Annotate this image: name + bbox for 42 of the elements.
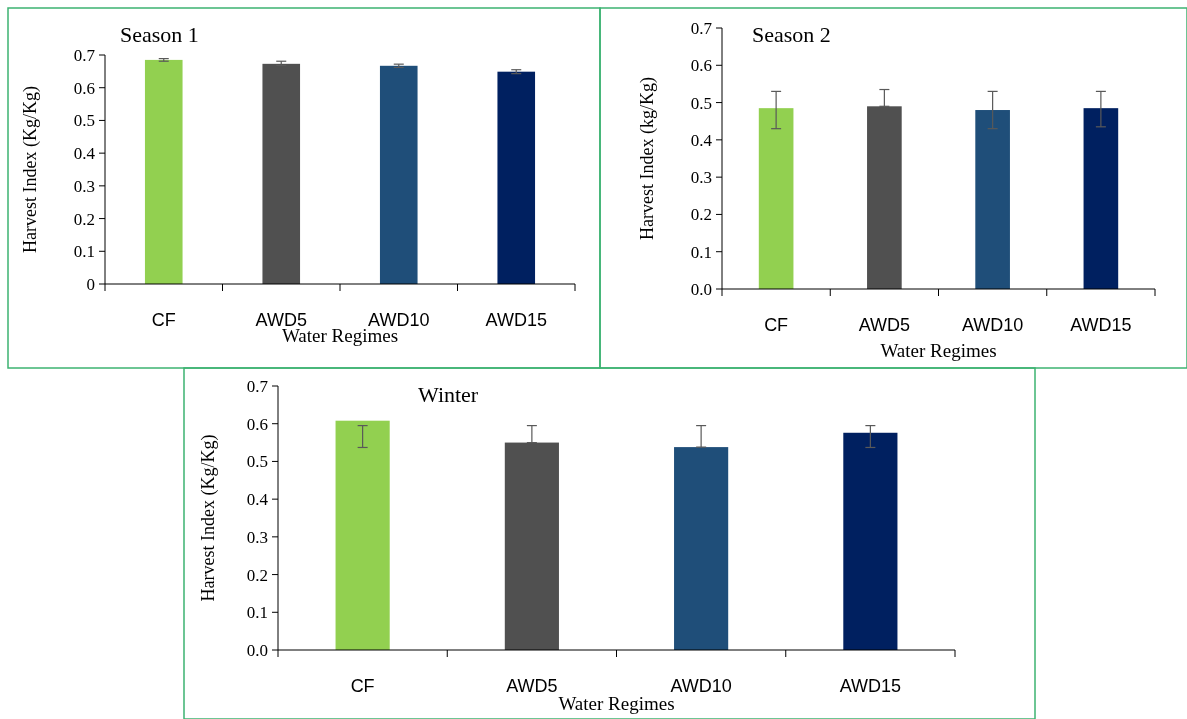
x-tick-label: CF: [151, 310, 176, 330]
x-tick-label: AWD15: [1070, 315, 1132, 335]
y-tick-label: 0.1: [246, 603, 268, 623]
y-tick-label: 0.5: [73, 111, 95, 131]
y-tick-label: 0.6: [690, 56, 712, 76]
y-tick-label: 0.4: [246, 490, 269, 510]
x-axis-title: Water Regimes: [880, 340, 997, 361]
y-tick-label: 0.3: [73, 176, 95, 196]
y-tick-label: 0.2: [73, 209, 95, 229]
x-tick-label: AWD5: [506, 676, 558, 696]
x-tick-label: AWD15: [485, 310, 547, 330]
y-axis-title: Harvest Index (Kg/Kg): [198, 434, 220, 602]
y-tick-label: 0.4: [690, 130, 713, 150]
y-tick-label: 0.5: [690, 93, 712, 113]
y-tick-label: 0.6: [73, 78, 95, 98]
y-tick-label: 0.4: [73, 144, 96, 164]
y-tick-label: 0.2: [246, 565, 268, 585]
y-tick-label: 0.7: [246, 376, 269, 396]
y-tick-label: 0.3: [246, 527, 268, 547]
y-tick-label: 0.7: [690, 18, 713, 38]
chart-title: Winter: [418, 382, 479, 407]
y-tick-label: 0.0: [246, 640, 268, 660]
chart-title: Season 2: [752, 22, 831, 47]
y-axis-title: Harvest Index (Kg/Kg): [20, 86, 42, 253]
x-axis-title: Water Regimes: [558, 693, 675, 714]
y-tick-label: 0.3: [690, 168, 712, 188]
y-tick-label: 0.1: [73, 242, 95, 262]
y-tick-label: 0.0: [690, 279, 712, 299]
y-tick-label: 0.2: [690, 205, 712, 225]
x-tick-label: AWD5: [858, 315, 911, 335]
y-tick-label: 0.7: [73, 45, 96, 65]
x-tick-label: AWD10: [961, 315, 1024, 335]
y-tick-label: 0.6: [246, 414, 268, 434]
x-tick-label: CF: [764, 315, 789, 335]
x-tick-label: AWD15: [839, 676, 902, 696]
x-tick-label: AWD10: [670, 676, 732, 696]
y-tick-label: 0.5: [246, 452, 268, 472]
chart-title: Season 1: [120, 22, 199, 47]
y-tick-label: 0: [86, 274, 95, 294]
y-tick-label: 0.1: [690, 242, 712, 262]
y-axis-title: Harvest Index (kg/Kg): [637, 77, 659, 240]
x-tick-label: CF: [350, 676, 375, 696]
